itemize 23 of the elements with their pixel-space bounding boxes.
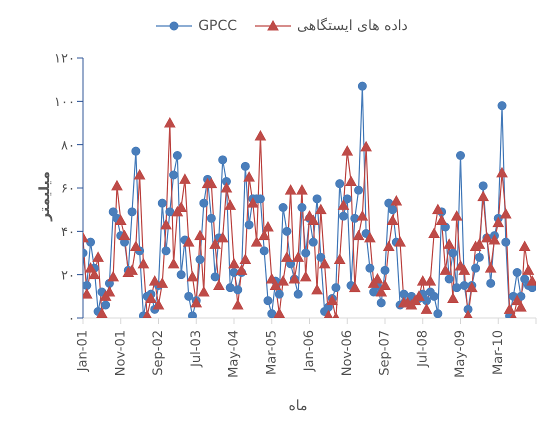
x-tick-label: May-09 (453, 330, 468, 378)
y-axis-title: میلیمتر (37, 170, 53, 224)
legend-label: GPCC (198, 18, 238, 34)
legend-label: داده های ایستگاهی (297, 18, 408, 34)
x-tick-label: Sep-02 (151, 330, 166, 376)
y-tick-label: ۸۰ (61, 138, 75, 154)
x-tick-label: Jan-06 (302, 330, 317, 372)
x-tick-label: Mar-10 (490, 330, 506, 375)
y-tick-label: ۴۰ (61, 224, 75, 240)
x-tick-label: Nov-01 (113, 330, 128, 376)
x-tick-label: Jul-03 (188, 330, 204, 368)
y-tick-label: ۰ (68, 312, 75, 327)
x-tick-label: Mar-05 (264, 330, 280, 375)
x-tick-label: May-04 (226, 330, 242, 378)
x-tick-label: Jul-08 (415, 330, 430, 368)
y-tick-label: ۱۲۰ (54, 52, 75, 67)
y-tick-label: ۱۰۰ (54, 94, 75, 110)
y-tick-label: ۶۰ (61, 182, 75, 197)
x-tick-label: Sep-07 (378, 330, 392, 376)
x-tick-label: Nov-06 (340, 330, 355, 376)
x-tick-label: Jan-01 (76, 330, 90, 372)
x-axis-title: ماه (287, 398, 309, 414)
y-tick-label: ۲۰ (61, 268, 75, 284)
